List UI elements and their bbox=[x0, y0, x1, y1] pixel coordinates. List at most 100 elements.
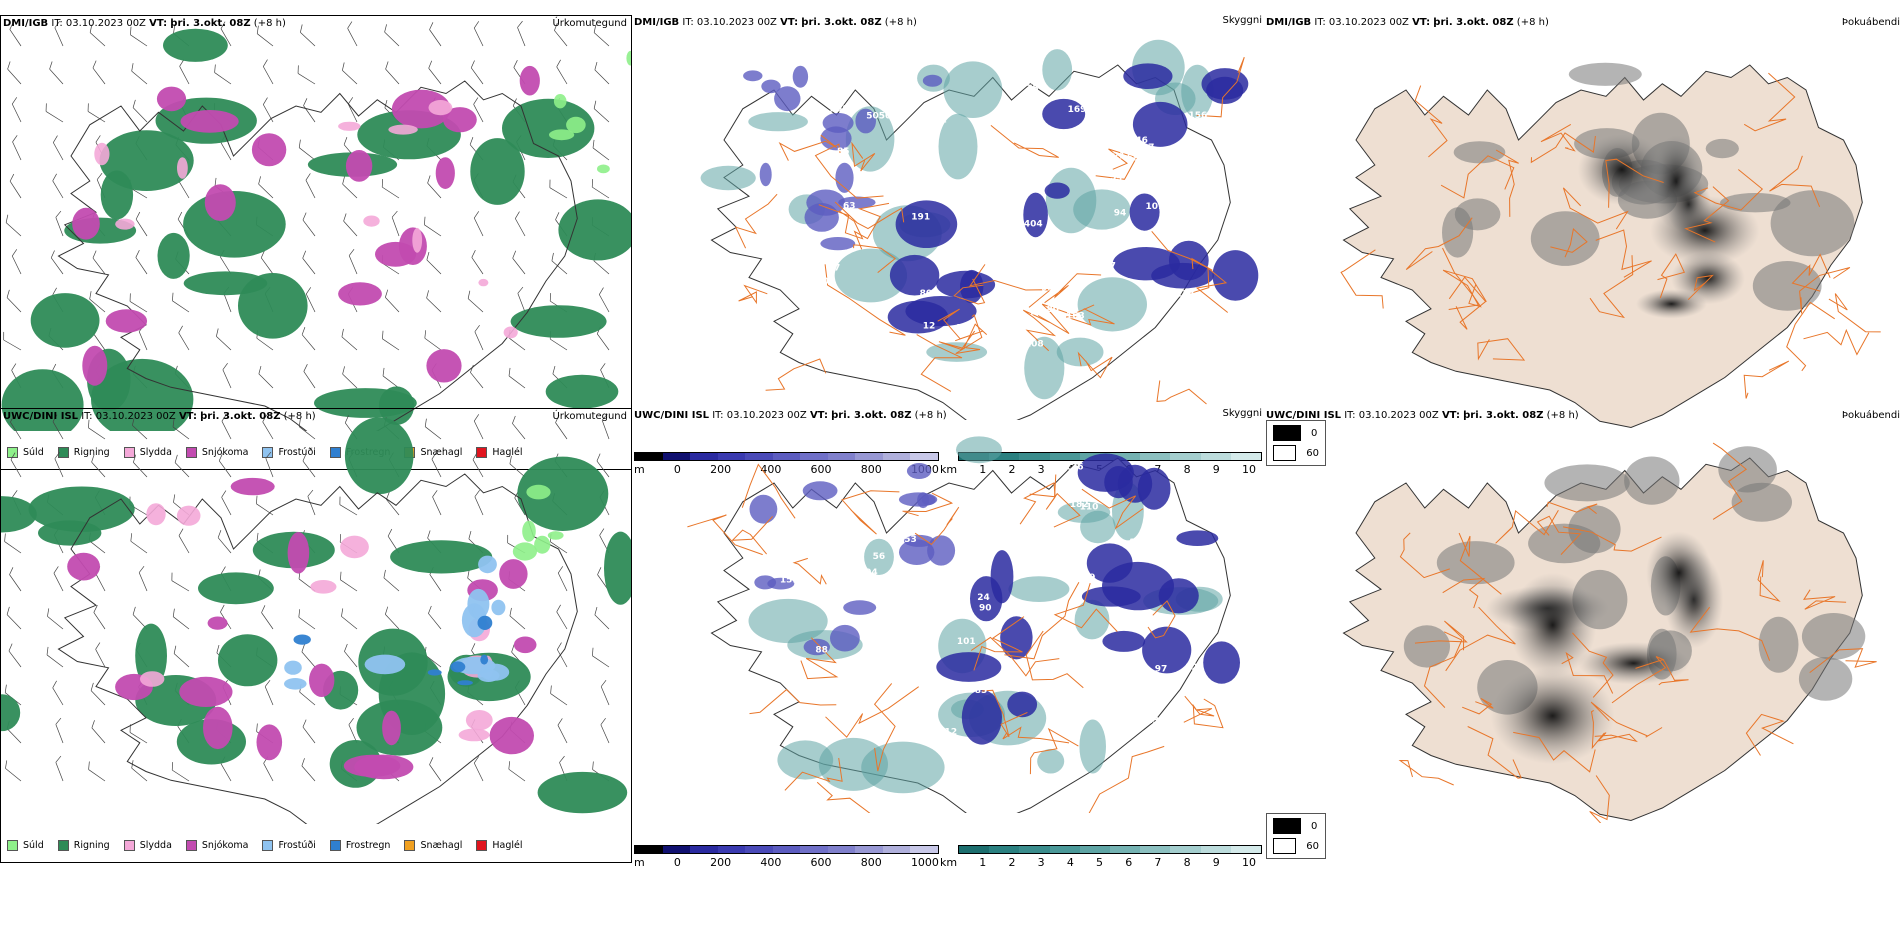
fog-scale-item: 60 bbox=[1273, 838, 1319, 854]
road-line bbox=[914, 506, 960, 546]
road-line bbox=[953, 278, 986, 305]
tick-label: 1 bbox=[979, 856, 987, 869]
road-line bbox=[816, 781, 871, 813]
field-blob bbox=[391, 89, 451, 129]
wind-barb bbox=[591, 179, 610, 199]
visibility-value-label: 78 bbox=[1026, 84, 1039, 94]
field-blob bbox=[412, 227, 423, 253]
legend-item: Rigning bbox=[57, 840, 110, 851]
wind-barb bbox=[132, 417, 148, 440]
wind-barb bbox=[556, 59, 568, 85]
field-blob bbox=[256, 724, 283, 761]
road-line bbox=[741, 463, 796, 519]
field-blob bbox=[1490, 667, 1615, 765]
legend-item: Slydda bbox=[123, 447, 172, 458]
visibility-value-label: 74 bbox=[869, 350, 882, 360]
road-line bbox=[1495, 149, 1519, 217]
wind-barb bbox=[473, 211, 484, 237]
wind-barb bbox=[218, 453, 232, 478]
visibility-value-label: 108 bbox=[1025, 340, 1044, 350]
wind-barb bbox=[342, 176, 358, 199]
field-blob bbox=[251, 133, 287, 167]
field-blob bbox=[378, 386, 415, 426]
vt-value: þri. 3.okt. 08Z bbox=[801, 17, 882, 28]
wind-barb bbox=[517, 20, 526, 47]
colorbar-segment bbox=[827, 846, 856, 853]
field-blob bbox=[1074, 599, 1110, 640]
wind-barb bbox=[179, 59, 190, 85]
field-blob bbox=[1132, 101, 1188, 147]
panel-header: DMI/IGB IT: 03.10.2023 00Z VT: þri. 3.ok… bbox=[3, 18, 286, 30]
road-line bbox=[1693, 169, 1764, 211]
field-blob bbox=[1624, 456, 1680, 505]
visibility-value-label: 112 bbox=[938, 728, 957, 738]
field-blob bbox=[597, 164, 610, 174]
field-blob bbox=[388, 124, 418, 135]
model-name: UWC/DINI ISL bbox=[1266, 410, 1342, 421]
road-line bbox=[1151, 230, 1213, 271]
field-blob bbox=[1079, 719, 1106, 774]
road-line bbox=[778, 134, 838, 161]
road-line bbox=[1590, 709, 1605, 750]
fog-indicator-map bbox=[1340, 62, 1881, 429]
fog-scale-legend: 0 60 bbox=[1266, 813, 1326, 859]
model-name: DMI/IGB bbox=[3, 18, 49, 29]
vt-label: VT: bbox=[149, 18, 168, 29]
wind-barb bbox=[551, 252, 568, 275]
legend-swatch bbox=[57, 447, 69, 458]
field-blob bbox=[1670, 251, 1745, 305]
road-line bbox=[981, 689, 1028, 738]
wind-barb bbox=[302, 212, 316, 237]
fog-scale-label: 60 bbox=[1306, 840, 1319, 852]
wind-barb bbox=[385, 289, 400, 313]
road-line bbox=[873, 683, 896, 772]
wind-barb bbox=[384, 24, 400, 47]
it-label: IT: bbox=[81, 411, 93, 422]
road-line bbox=[1095, 148, 1138, 180]
wind-barb bbox=[301, 758, 316, 782]
panel-title: Skyggni bbox=[1222, 15, 1262, 26]
road-line bbox=[1562, 187, 1629, 230]
field-blob bbox=[1568, 62, 1642, 86]
panel-header: DMI/IGB IT: 03.10.2023 00Z VT: þri. 3.ok… bbox=[634, 17, 917, 29]
vt-value: þri. 3.okt. 08Z bbox=[831, 410, 912, 421]
colorbar-segment bbox=[1140, 453, 1171, 460]
legend-label: Slydda bbox=[139, 447, 172, 458]
colorbar-segment bbox=[989, 453, 1020, 460]
wind-barb bbox=[52, 680, 64, 706]
visibility-value-label: 121 bbox=[1185, 663, 1204, 673]
colorbar-segment bbox=[827, 453, 856, 460]
wind-barb bbox=[428, 605, 442, 630]
wind-barb bbox=[554, 22, 568, 47]
colorbar-segment bbox=[1019, 846, 1050, 853]
tick-label: 10 bbox=[1241, 463, 1256, 476]
vt-value: þri. 3.okt. 08Z bbox=[200, 411, 281, 422]
tick-label: 10 bbox=[1241, 856, 1256, 869]
wind-barb bbox=[10, 452, 22, 478]
road-line bbox=[1495, 509, 1559, 544]
road-line bbox=[1442, 247, 1482, 308]
field-blob bbox=[345, 150, 373, 182]
road-line bbox=[1477, 338, 1526, 361]
wind-barb bbox=[88, 761, 106, 782]
wind-barb bbox=[129, 293, 148, 313]
panel-header: UWC/DINI ISL IT: 03.10.2023 00Z VT: þri.… bbox=[634, 410, 947, 422]
legend-item: Slydda bbox=[123, 840, 172, 851]
field-blob bbox=[549, 129, 575, 141]
visibility-value-label: 151 bbox=[780, 575, 799, 585]
visibility-value-label: 268 bbox=[830, 105, 849, 115]
field-blob bbox=[936, 652, 1002, 682]
wind-barb bbox=[429, 22, 442, 47]
legend-swatch bbox=[262, 840, 274, 851]
field-blob bbox=[1080, 510, 1116, 544]
road-line bbox=[916, 334, 963, 392]
wind-barb bbox=[129, 724, 148, 744]
wind-barb bbox=[598, 287, 610, 313]
legend-label: Frostúði bbox=[278, 447, 316, 458]
tick-label: 1000 bbox=[910, 856, 939, 869]
field-blob bbox=[510, 305, 607, 338]
visibility-m-colorbar bbox=[634, 452, 939, 461]
wind-barb bbox=[600, 679, 610, 706]
wind-barb bbox=[10, 414, 22, 440]
